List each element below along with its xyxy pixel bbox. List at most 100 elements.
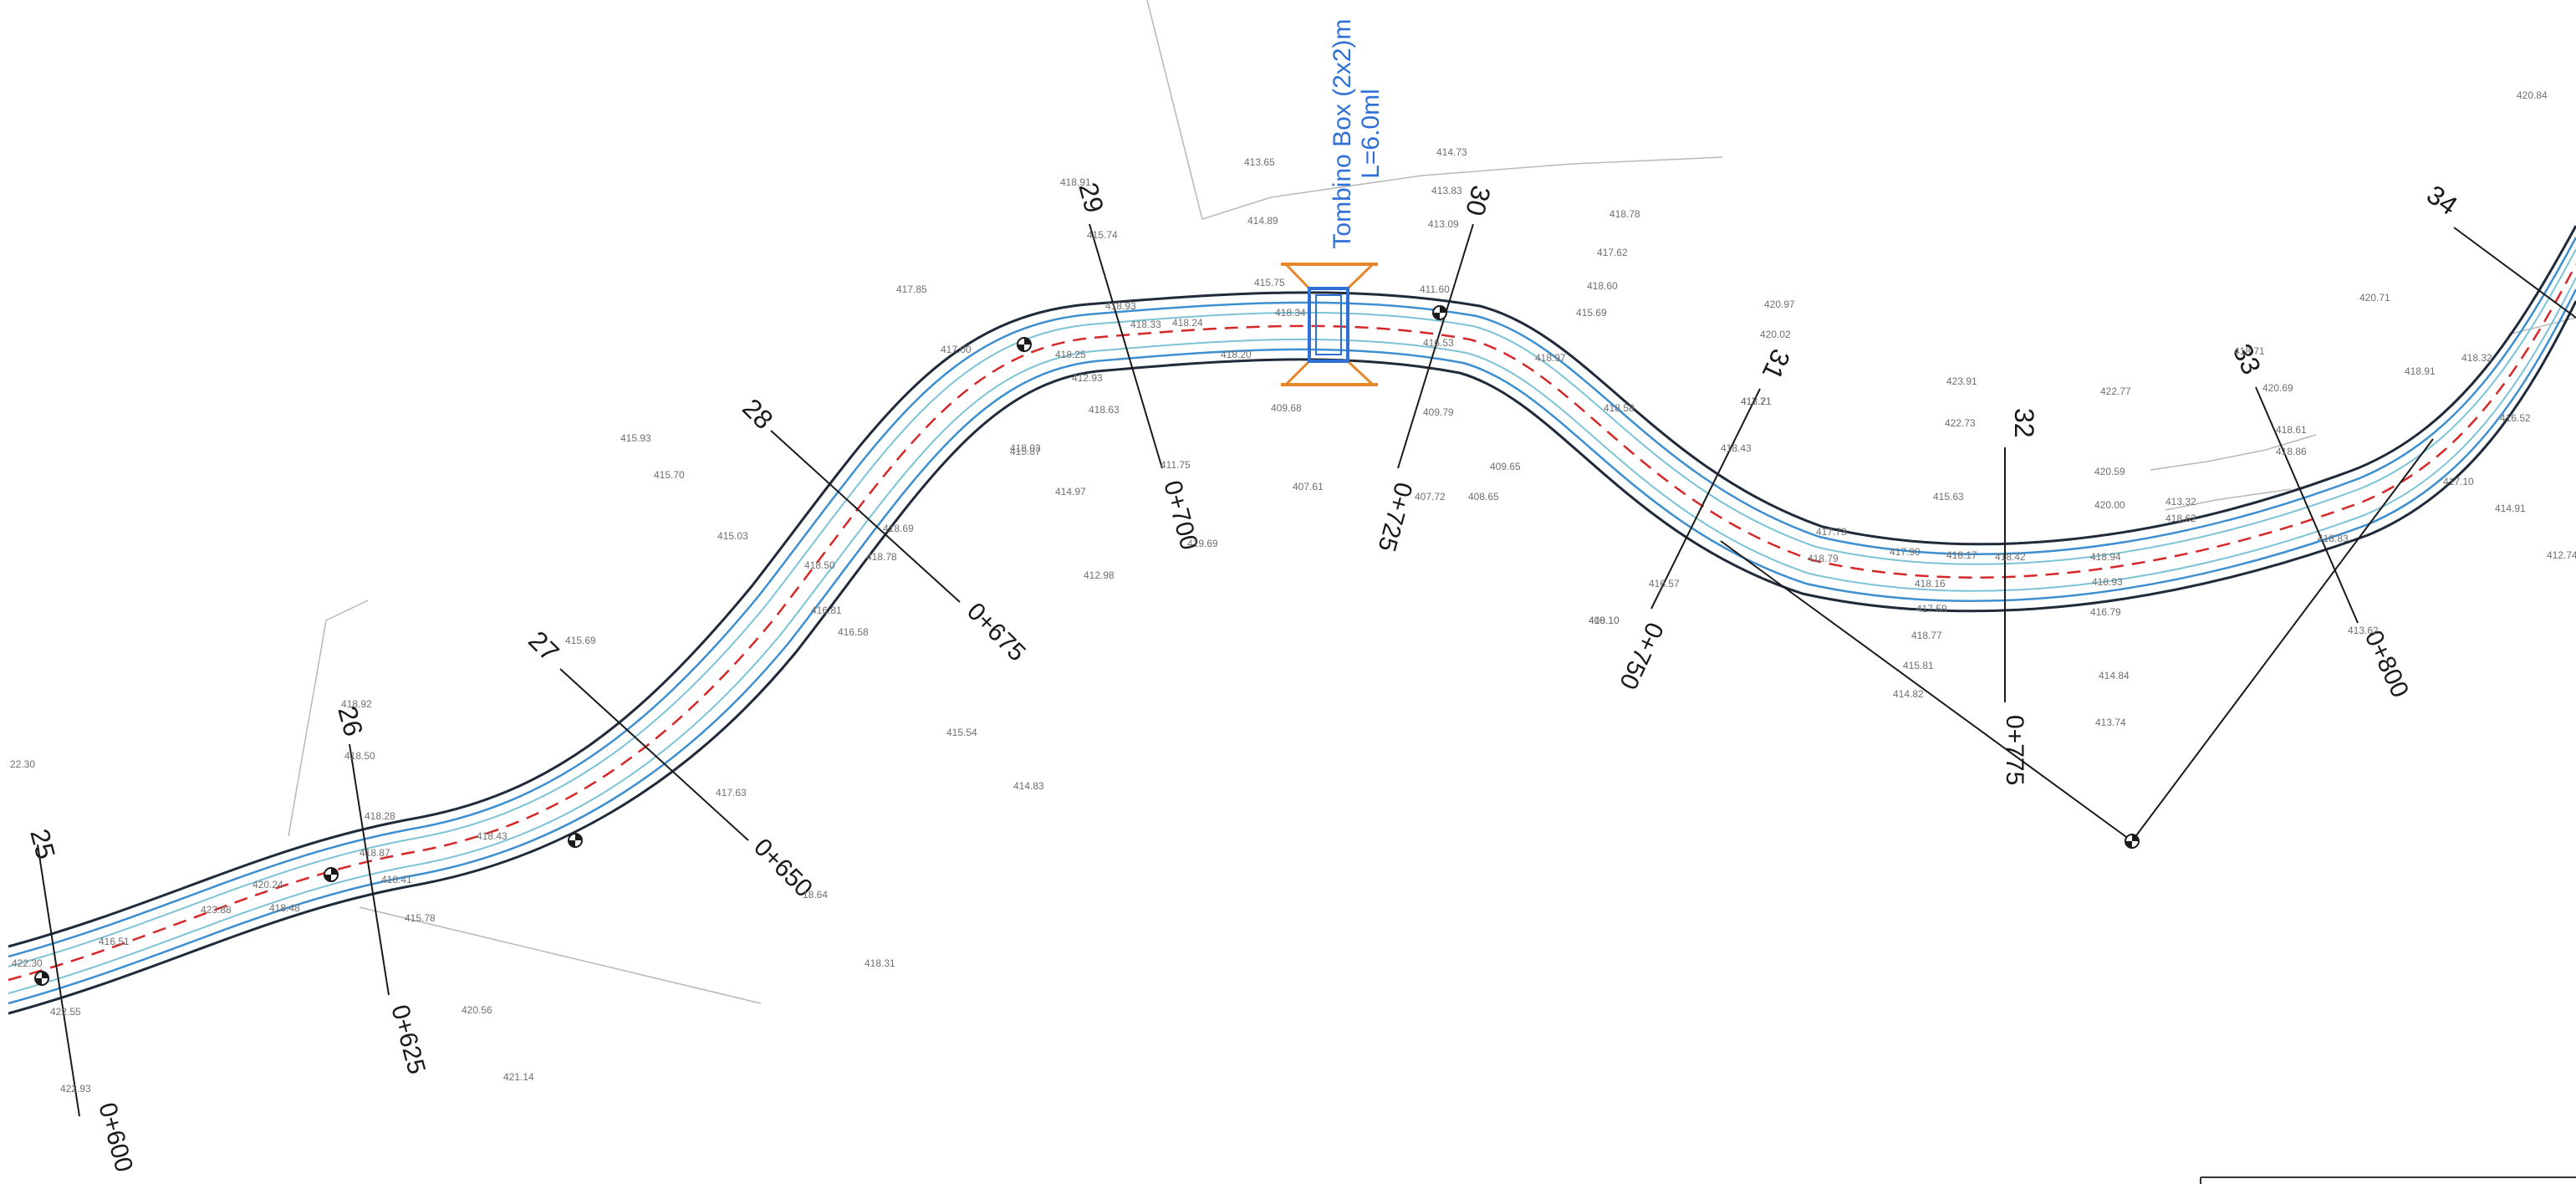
elevation-label: 420.24 [252, 879, 283, 891]
survey-point-marker [34, 971, 49, 986]
elevation-label: 418.33 [1130, 319, 1161, 330]
elevation-label: 418.87 [360, 847, 390, 859]
elevation-label: 420.84 [2517, 89, 2548, 101]
polygon-traverse [1720, 438, 2434, 843]
elevation-label: 416.53 [1423, 337, 1454, 349]
section-line-26 [349, 743, 390, 996]
elevation-label: 416.52 [2500, 412, 2531, 424]
elevation-label: 413.09 [1428, 218, 1459, 230]
elevation-label: 416.51 [99, 936, 130, 947]
section-numbers: 25 26 27 28 29 30 31 32 33 34 [24, 179, 2463, 862]
elevation-label: 423.91 [1946, 375, 1977, 387]
elevation-label: 418.61 [2276, 424, 2307, 436]
elevation-label: 420.00 [2094, 499, 2125, 511]
elevation-label: 415.74 [1087, 229, 1118, 241]
elevation-label: 417.71 [1741, 396, 1772, 407]
elevation-label: 408.65 [1468, 491, 1499, 503]
elevation-label: 410.10 [1589, 615, 1620, 626]
elevation-label: 418.69 [883, 523, 914, 534]
chainage-label: 0+800 [2359, 626, 2415, 702]
elevation-label: 415.63 [1933, 491, 1964, 503]
elevation-label: 411.75 [1160, 459, 1191, 471]
road-lane-left [8, 237, 2576, 958]
elevation-label: 418.60 [1587, 280, 1618, 292]
survey-point-marker [1432, 305, 1447, 320]
elevation-label: 413.83 [1431, 185, 1462, 196]
elevation-label: 422.30 [12, 957, 43, 969]
section-line-29 [1089, 223, 1163, 469]
elevation-label: 415.03 [717, 530, 748, 542]
elevation-label: 413.21 [1741, 396, 1772, 407]
elevation-label: 418.71 [2234, 345, 2265, 357]
section-number: 30 [1460, 182, 1497, 219]
elevation-label: 418.83 [2318, 533, 2349, 544]
elevation-label: 411.60 [1420, 283, 1450, 295]
elevation-label: 414.83 [1013, 780, 1044, 792]
elevation-label: 418.41 [381, 874, 412, 885]
section-number: 31 [1757, 344, 1797, 384]
elevation-label: 418.62 [2165, 513, 2196, 524]
culvert-wingwall-downstream [1283, 360, 1376, 386]
elevation-label: 418.28 [365, 810, 395, 822]
elevation-label: 420.56 [462, 1004, 492, 1016]
elevation-label: 416.79 [2090, 606, 2121, 618]
elevation-label: 418.34 [1275, 307, 1306, 319]
survey-point-marker [2125, 834, 2140, 849]
chainage-labels: 0+600 0+625 0+650 0+675 0+700 0+725 0+75… [93, 477, 2414, 1175]
elevation-label: 415.87 [1010, 446, 1041, 457]
elevation-label: 416.58 [838, 626, 869, 638]
elevation-label: 415.78 [405, 912, 436, 924]
elevation-label: 418.24 [1172, 317, 1203, 329]
elevation-label: 418.78 [1609, 208, 1640, 220]
survey-line-bottom [359, 906, 762, 1004]
elevation-label: 418.58 [1604, 402, 1635, 414]
culvert-title: Tombino Box (2x2)m [1329, 18, 1356, 248]
elevation-label: 420.02 [1760, 329, 1791, 340]
elevation-label: 418.77 [1911, 630, 1942, 641]
road-centerline [8, 263, 2576, 982]
elevation-label: 415.81 [1903, 660, 1934, 671]
elevation-label: 412.93 [1072, 372, 1103, 384]
spot-elevations: 420.84 413.65 414.73 418.91 413.83 414.8… [10, 89, 2576, 1095]
elevation-label: 408.10 [1589, 615, 1620, 626]
survey-line-right-2 [2165, 488, 2292, 511]
elevation-label: 416.81 [811, 605, 842, 616]
elevation-label: 423.88 [201, 904, 232, 916]
elevation-label: 420.69 [2262, 382, 2293, 394]
elevation-label: 418.43 [1721, 442, 1752, 454]
culvert-barrel [1308, 287, 1349, 363]
elevation-label: 418.43 [477, 830, 508, 842]
culvert-label: Tombino Box (2x2)m L=6.0ml [1329, 18, 1385, 248]
elevation-label: 422.93 [60, 1083, 91, 1095]
survey-line-corner [2507, 317, 2576, 335]
elevation-label: 418.92 [341, 698, 372, 710]
elevation-label: 418.16 [1915, 578, 1946, 589]
culvert-wingwall-upstream [1283, 263, 1376, 290]
elevation-label: 413.74 [2095, 717, 2126, 728]
elevation-label: 414.89 [1247, 215, 1278, 227]
elevation-label: 409.79 [1423, 406, 1454, 418]
elevation-label: 417.85 [896, 283, 927, 295]
elevation-label: 422.77 [2100, 385, 2131, 397]
elevation-label: 418.48 [269, 902, 300, 914]
elevation-label: 417.73 [1816, 526, 1847, 538]
road-inner-right [8, 277, 2576, 994]
elevation-label: 418.91 [2405, 365, 2436, 377]
road-edge-left [8, 225, 2576, 948]
elevation-label: 417.59 [1916, 603, 1947, 615]
section-line-28 [770, 430, 961, 603]
elevation-label: 415.93 [620, 432, 651, 444]
elevation-label: 409.68 [1271, 402, 1302, 414]
survey-point-marker [1017, 337, 1032, 352]
elevation-label: 412.98 [1084, 569, 1115, 581]
elevation-label: 418.20 [1221, 349, 1252, 360]
chainage-label: 0+625 [385, 1002, 431, 1077]
culvert-barrel-inner [1315, 294, 1342, 355]
elevation-label: 418.63 [1089, 404, 1120, 416]
elevation-label: 418.42 [1995, 551, 2026, 563]
survey-line-left [288, 600, 369, 837]
survey-line-top [1146, 0, 1723, 220]
elevation-label: 417.00 [941, 344, 972, 355]
elevation-label: 422.73 [1945, 417, 1976, 429]
elevation-label: 418.32 [2461, 352, 2492, 364]
